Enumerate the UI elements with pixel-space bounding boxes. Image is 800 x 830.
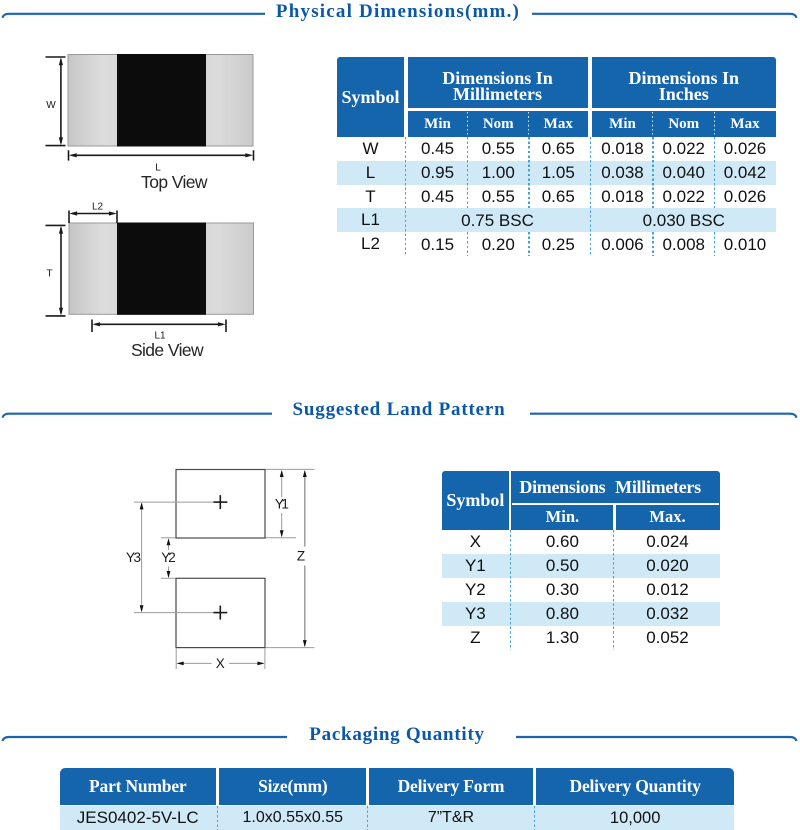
svg-text:Top View: Top View: [141, 172, 208, 192]
svg-text:Y1: Y1: [275, 496, 289, 511]
svg-text:T: T: [46, 269, 52, 280]
svg-text:X: X: [216, 656, 225, 671]
svg-text:L: L: [155, 162, 161, 173]
svg-text:Y2: Y2: [161, 550, 176, 565]
svg-text:Y3: Y3: [126, 550, 141, 565]
svg-text:Side View: Side View: [131, 340, 204, 360]
svg-text:Z: Z: [297, 548, 305, 563]
svg-text:L2: L2: [92, 202, 104, 213]
svg-text:L1: L1: [154, 331, 166, 342]
svg-text:W: W: [46, 100, 56, 111]
